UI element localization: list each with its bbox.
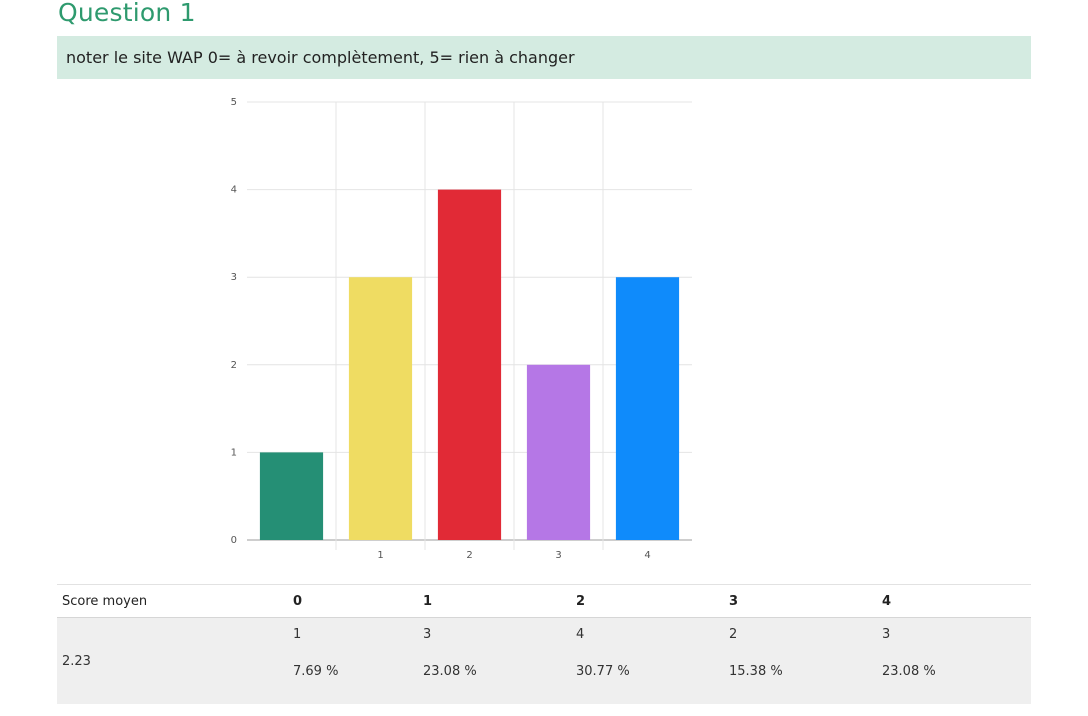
- table-cell: 1 7.69 %: [293, 617, 423, 704]
- response-percentage: 23.08 %: [423, 664, 477, 679]
- column-header: 1: [423, 584, 576, 618]
- bar: [615, 277, 680, 540]
- x-tick-label: 1: [377, 550, 383, 561]
- response-percentage: 7.69 %: [293, 664, 339, 679]
- column-header: 0: [293, 584, 423, 618]
- response-percentage: 30.77 %: [576, 664, 630, 679]
- bar: [259, 452, 324, 540]
- response-count: 1: [293, 627, 302, 642]
- column-header: 3: [729, 584, 882, 618]
- response-percentage: 15.38 %: [729, 664, 783, 679]
- bar-chart-svg: 0 1 2 3 4 5 1 2 3 4: [231, 97, 692, 561]
- response-count: 3: [882, 627, 891, 642]
- x-tick-label: 2: [466, 550, 472, 561]
- response-count: 2: [729, 627, 738, 642]
- average-score: 2.23: [57, 617, 293, 704]
- y-tick-label: 1: [231, 447, 237, 458]
- y-tick-label: 3: [231, 272, 237, 283]
- question-text: noter le site WAP 0= à revoir complèteme…: [66, 48, 575, 67]
- bar: [348, 277, 413, 540]
- table-cell: 3 23.08 %: [882, 617, 1031, 704]
- response-count: 4: [576, 627, 585, 642]
- table-cell: 4 30.77 %: [576, 617, 729, 704]
- table-cell: 2 15.38 %: [729, 617, 882, 704]
- x-tick-label: 3: [555, 550, 561, 561]
- score-table: Score moyen 0 1 2 3 4 2.23 1 7.69 % 3 23…: [57, 584, 1031, 704]
- score-moyen-header: Score moyen: [57, 584, 293, 618]
- response-count: 3: [423, 627, 432, 642]
- column-header: 4: [882, 584, 1031, 618]
- question-title: Question 1: [58, 0, 196, 27]
- y-tick-label: 0: [231, 535, 237, 546]
- question-text-box: noter le site WAP 0= à revoir complèteme…: [57, 36, 1031, 79]
- x-tick-label: 4: [644, 550, 650, 561]
- response-percentage: 23.08 %: [882, 664, 936, 679]
- score-table-header: Score moyen 0 1 2 3 4: [57, 584, 1031, 618]
- y-tick-label: 2: [231, 360, 237, 371]
- table-cell: 3 23.08 %: [423, 617, 576, 704]
- bar: [526, 364, 591, 540]
- y-tick-label: 4: [231, 185, 237, 196]
- y-tick-label: 5: [231, 97, 237, 108]
- bar-chart: 0 1 2 3 4 5 1 2 3 4: [220, 92, 720, 562]
- column-header: 2: [576, 584, 729, 618]
- bar: [437, 189, 502, 540]
- score-table-row: 2.23 1 7.69 % 3 23.08 % 4 30.77 % 2 15.3…: [57, 617, 1031, 704]
